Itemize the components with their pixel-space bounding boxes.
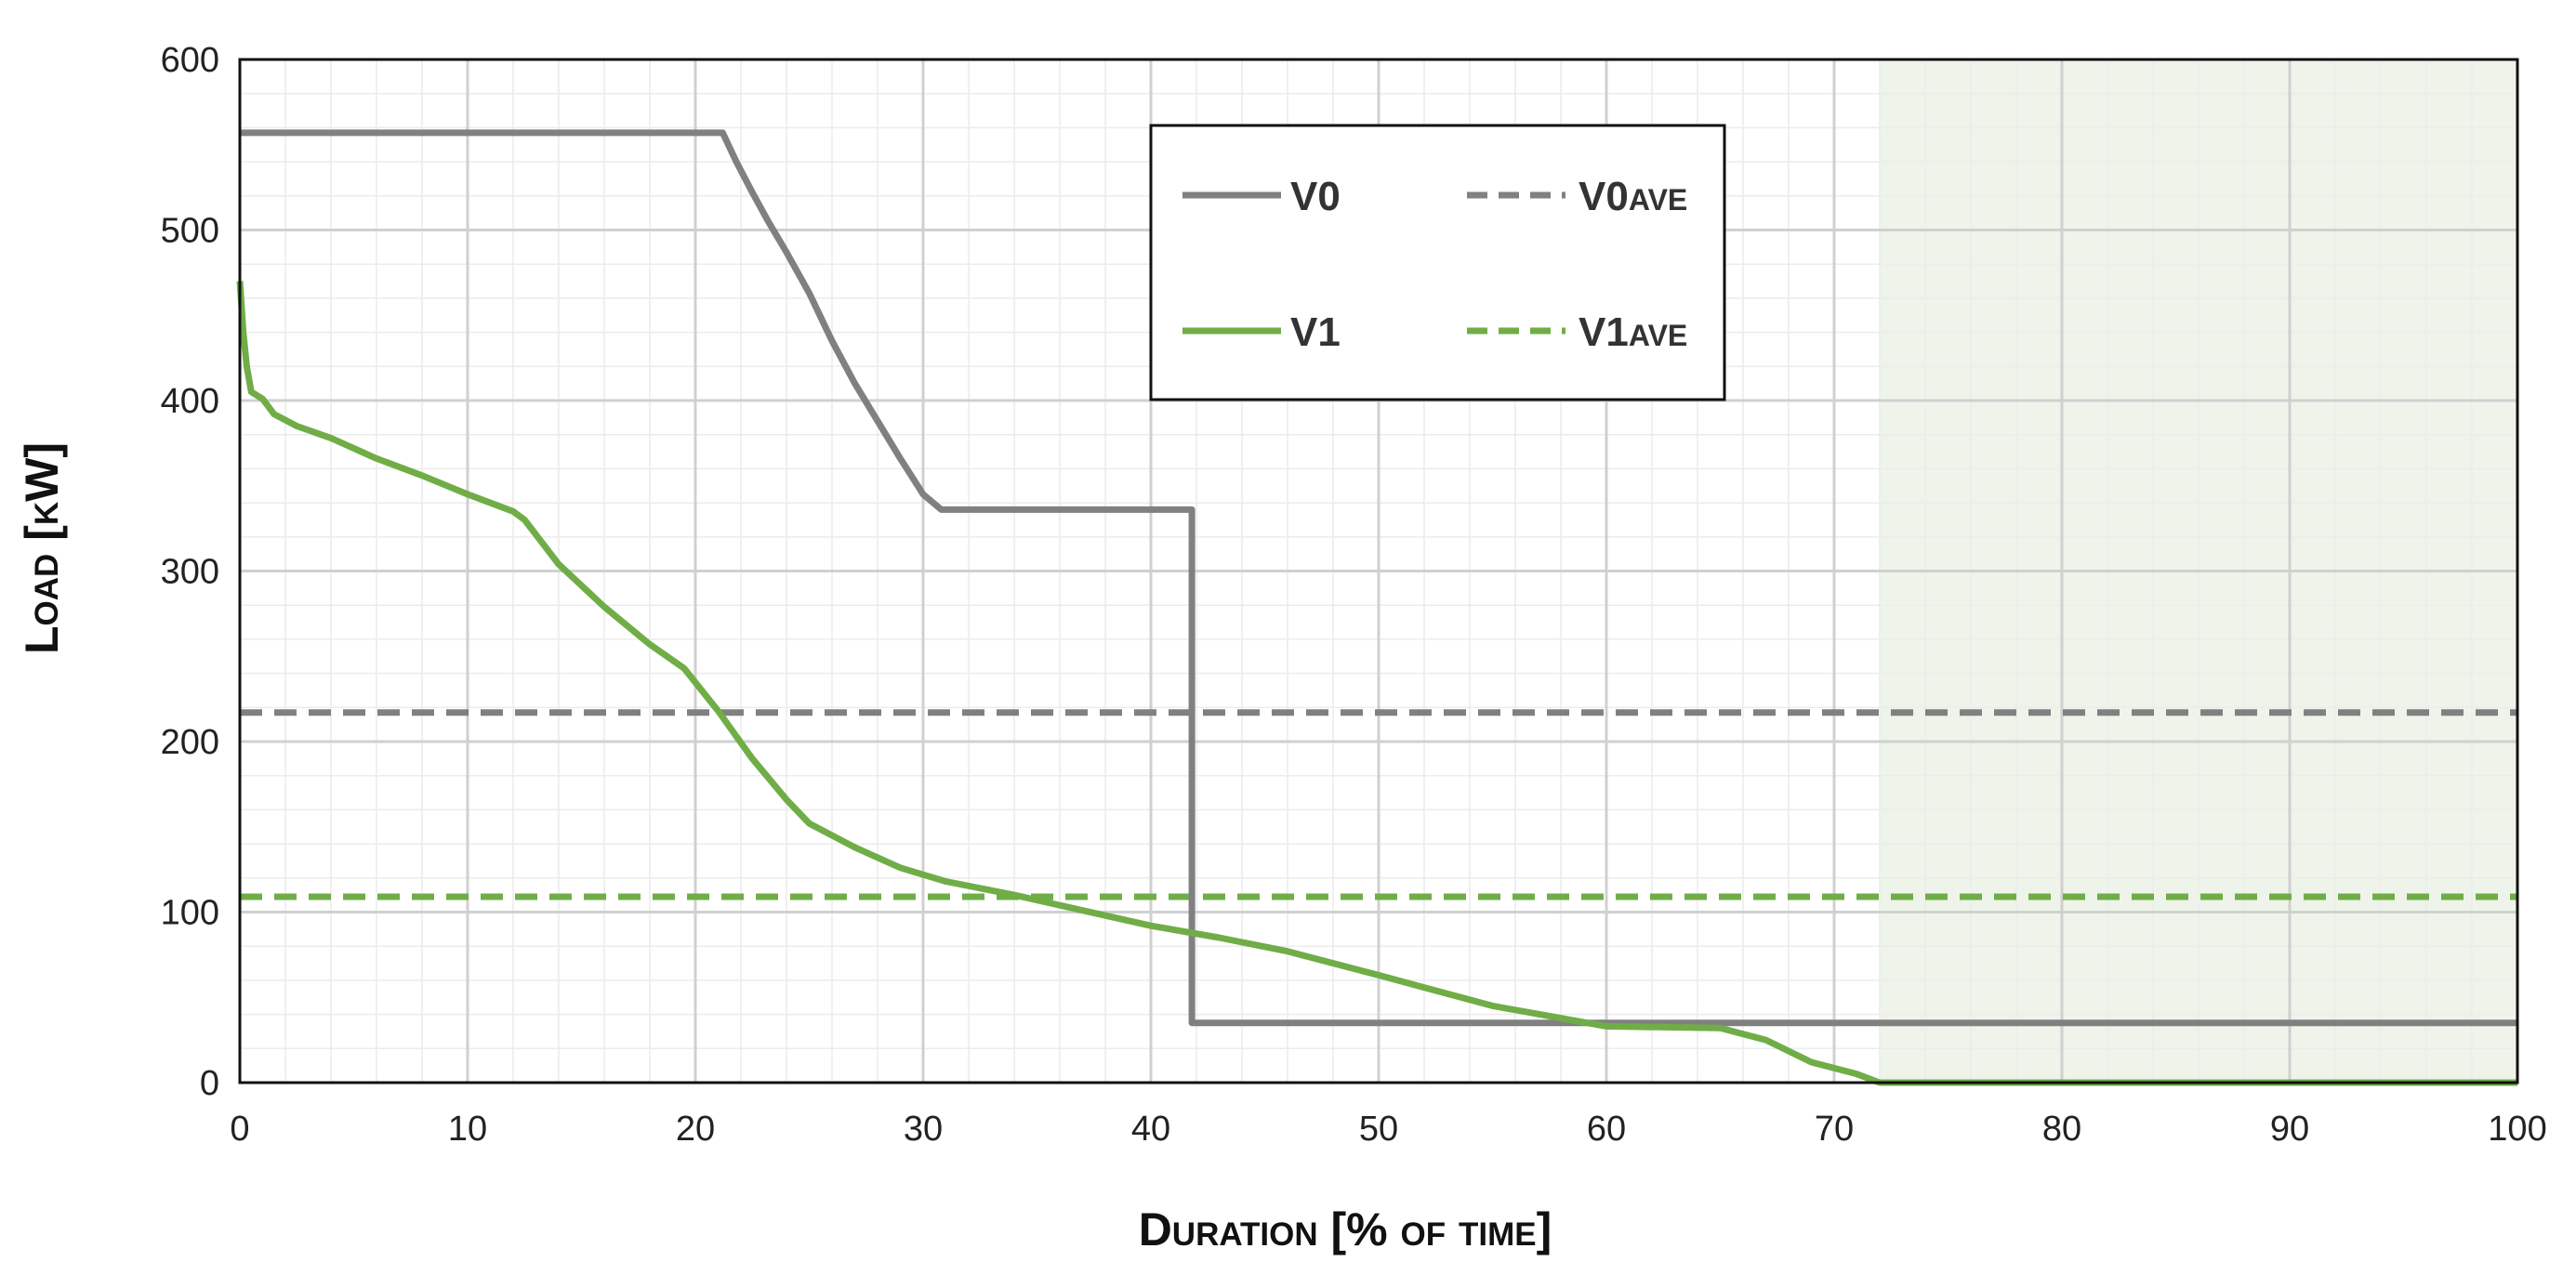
- x-tick-label: 20: [676, 1110, 715, 1149]
- x-tick-label: 80: [2042, 1110, 2081, 1149]
- x-axis-ticks: 0 10 20 30 40 50 60 70 80 90 100: [230, 1110, 2546, 1149]
- legend-label-v0-ave: V0AVE: [1579, 174, 1687, 219]
- x-tick-label: 30: [904, 1110, 943, 1149]
- legend-label-v1: V1: [1290, 309, 1341, 355]
- y-tick-label: 200: [161, 723, 219, 762]
- series-v0-line: [240, 129, 2517, 1027]
- y-axis-ticks: 0 100 200 300 400 500 600: [161, 41, 219, 1103]
- x-tick-label: 40: [1131, 1110, 1170, 1149]
- series-v1-line: [236, 281, 2517, 1086]
- x-tick-label: 50: [1359, 1110, 1398, 1149]
- legend: V0 V0AVE V1 V1AVE: [1149, 124, 1726, 401]
- y-tick-label: 600: [161, 41, 219, 80]
- x-tick-label: 60: [1587, 1110, 1626, 1149]
- y-axis-title: Load [kW]: [16, 442, 68, 654]
- y-tick-label: 100: [161, 894, 219, 933]
- y-tick-label: 0: [200, 1064, 219, 1103]
- series-layer: [236, 129, 2517, 1086]
- y-tick-label: 400: [161, 382, 219, 421]
- legend-label-v0: V0: [1290, 174, 1341, 219]
- x-tick-label: 0: [230, 1110, 249, 1149]
- x-tick-label: 90: [2270, 1110, 2309, 1149]
- x-tick-label: 10: [448, 1110, 487, 1149]
- legend-box: [1149, 124, 1726, 401]
- y-tick-label: 500: [161, 212, 219, 251]
- x-axis-title: Duration [% of time]: [1139, 1203, 1552, 1255]
- legend-label-v1-ave: V1AVE: [1579, 309, 1687, 355]
- x-tick-label: 100: [2488, 1110, 2546, 1149]
- y-tick-label: 300: [161, 553, 219, 592]
- x-tick-label: 70: [1815, 1110, 1854, 1149]
- plot-frame: [238, 58, 2519, 1084]
